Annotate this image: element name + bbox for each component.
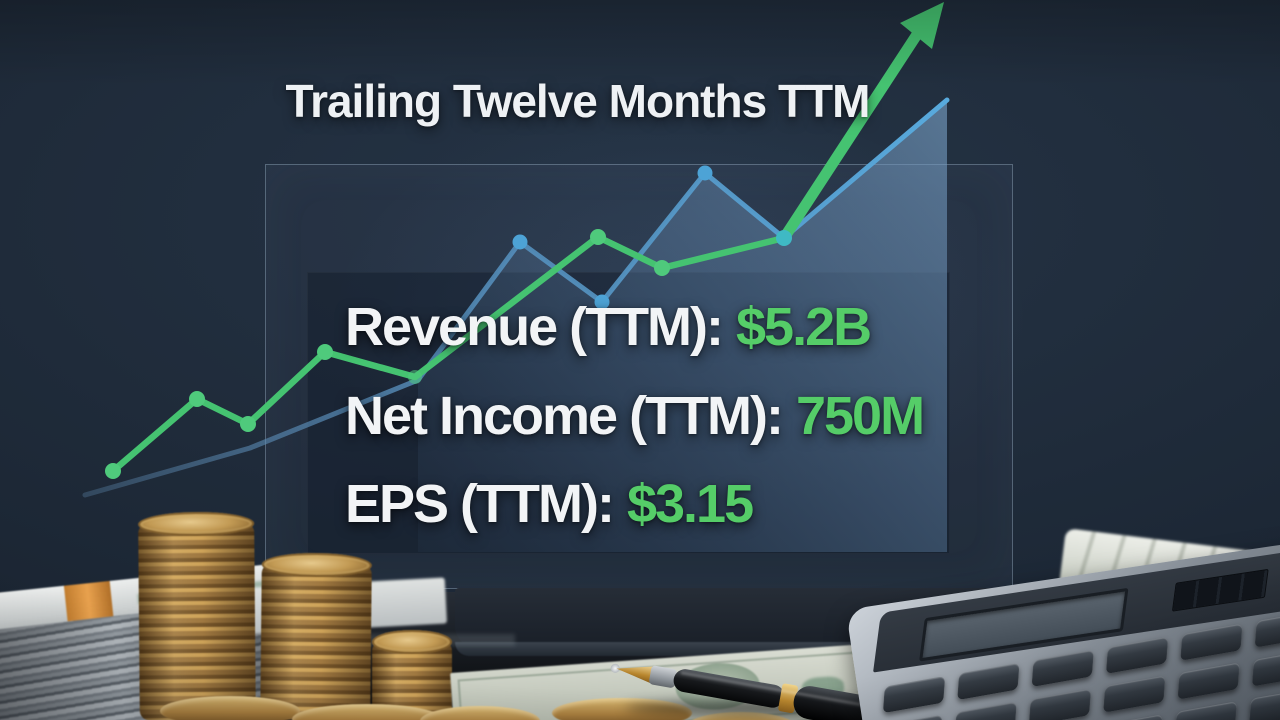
coin-top-face: [138, 511, 255, 537]
coin-top-face: [372, 630, 452, 654]
calculator-key: [1028, 688, 1092, 720]
calculator-key: [1177, 662, 1240, 700]
calculator-key: [1174, 701, 1238, 720]
green-data-point: [240, 416, 256, 432]
stat-eps: EPS (TTM): $3.15: [345, 474, 754, 534]
green-data-point: [590, 229, 606, 245]
green-data-point: [105, 463, 121, 479]
stat-net-income-value: 750M: [795, 386, 925, 446]
coin-stack-tall: [138, 511, 256, 720]
coin-stack-medium: [260, 552, 372, 720]
coin-top-face: [261, 552, 372, 578]
loose-coin: [160, 696, 300, 720]
green-data-point-faded: [408, 370, 422, 384]
green-data-point: [654, 260, 670, 276]
blue-data-point: [697, 165, 713, 181]
stat-revenue-label: Revenue (TTM):: [345, 297, 724, 357]
stat-revenue-value: $5.2B: [736, 297, 872, 357]
stat-eps-value: $3.15: [626, 474, 754, 534]
page-title: Trailing Twelve Months TTM: [285, 75, 871, 127]
green-data-point: [317, 344, 333, 360]
pen-nose-cone: [615, 660, 653, 683]
calculator-key: [1249, 688, 1280, 720]
calculator-key: [954, 701, 1017, 720]
stat-net-income-label: Net Income (TTM):: [345, 386, 784, 446]
green-data-point: [189, 391, 205, 407]
pen-tip: [610, 663, 621, 674]
stat-net-income: Net Income (TTM): 750M: [345, 386, 925, 446]
calculator-key: [1103, 675, 1166, 713]
stat-eps-label: EPS (TTM):: [345, 474, 615, 534]
calculator-key: [1251, 649, 1280, 687]
calculator-solar-cell: [1171, 568, 1269, 612]
calculator-key: [1100, 714, 1163, 720]
shared-data-point: [776, 230, 792, 246]
blue-data-point: [512, 234, 528, 250]
stat-revenue: Revenue (TTM): $5.2B: [345, 297, 872, 357]
calculator-key: [880, 714, 943, 720]
